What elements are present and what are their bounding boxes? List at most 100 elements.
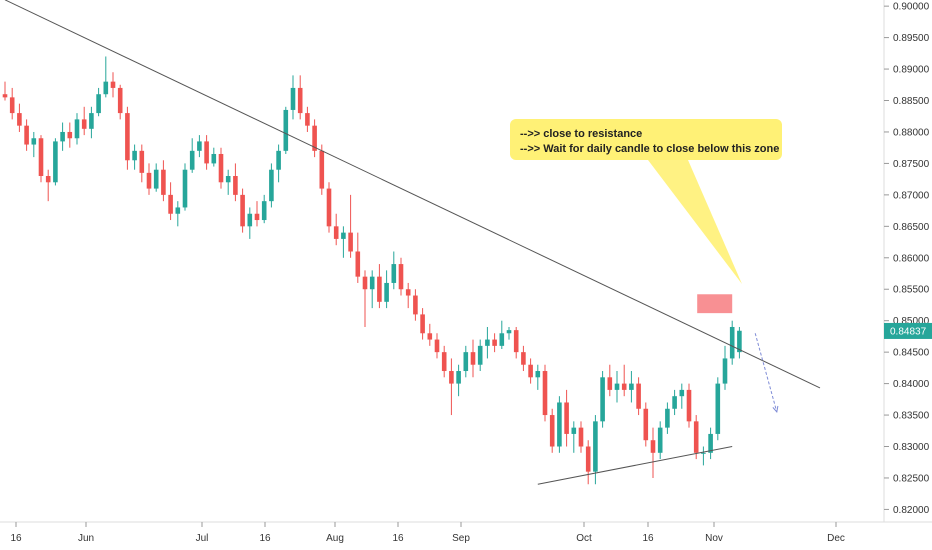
candle-body [679, 389, 685, 397]
candle-body [67, 131, 73, 139]
price-tick-label: 0.82500 [893, 473, 930, 484]
candle-body [211, 153, 217, 164]
candle-body [2, 94, 8, 98]
candle-body [557, 402, 562, 447]
price-tick-label: 0.86000 [893, 253, 930, 264]
support-trendline[interactable] [537, 446, 733, 485]
candle-body [578, 427, 584, 447]
time-tick-label: Nov [705, 533, 723, 544]
price-tick-label: 0.85000 [893, 316, 930, 327]
callout-pointer [648, 160, 742, 284]
resistance-zone[interactable] [697, 294, 733, 314]
candle-body [441, 352, 447, 372]
candle-body [269, 169, 274, 202]
candle-body [643, 408, 649, 441]
candle-body [312, 125, 317, 151]
candle-body [593, 421, 598, 472]
candle-body [305, 113, 310, 126]
candle-body [377, 276, 382, 302]
candles-layer [2, 56, 742, 485]
candle-body [276, 150, 281, 170]
candle-body [629, 383, 634, 390]
candle-body [240, 194, 245, 227]
time-tick-label: 16 [10, 533, 22, 544]
candle-body [9, 97, 15, 114]
price-tick-label: 0.87500 [893, 159, 930, 170]
candle-body [153, 169, 159, 189]
last-price-bg [884, 322, 932, 339]
candle-body [103, 81, 109, 95]
time-tick-label: Jul [196, 533, 209, 544]
candle-body [225, 176, 231, 183]
candle-body [348, 232, 353, 252]
candle-body [197, 141, 202, 151]
candle-body [470, 352, 476, 365]
candle-body [24, 125, 29, 145]
time-tick-label: Oct [576, 533, 592, 544]
candle-body [81, 119, 87, 129]
price-tick-label: 0.84000 [893, 379, 930, 390]
candle-body [737, 330, 742, 353]
price-tick-label: 0.82000 [893, 505, 930, 516]
candle-body [398, 264, 404, 290]
last-price-label: 0.84837 [890, 326, 927, 337]
candle-body [499, 333, 505, 346]
candle-body [355, 251, 361, 277]
time-axis-bg [0, 522, 932, 550]
candle-body [60, 131, 65, 142]
candle-body [542, 371, 548, 416]
annotation-line-1: -->> close to resistance [520, 128, 642, 140]
candle-body [233, 176, 238, 195]
candle-body [254, 213, 260, 221]
price-axis[interactable]: 0.82000 0.82500 0.83000 0.83500 0.84000 0.845… [883, 0, 930, 522]
candle-body [413, 295, 418, 315]
price-tick-label: 0.88500 [893, 96, 930, 107]
time-tick-label: 16 [392, 533, 404, 544]
candle-body [535, 371, 541, 378]
candle-body [434, 339, 440, 353]
candle-body [182, 169, 188, 208]
candle-body [463, 352, 469, 372]
price-tick-label: 0.88000 [893, 127, 930, 138]
candle-body [290, 87, 296, 110]
candle-body [319, 150, 325, 189]
candle-body [341, 232, 346, 239]
candle-body [585, 446, 591, 472]
candle-body [513, 330, 519, 353]
candle-body [650, 440, 656, 453]
price-tick-label: 0.90000 [893, 2, 930, 13]
projection-arrow[interactable] [754, 333, 778, 413]
candle-body [549, 415, 555, 447]
candle-body [146, 172, 152, 189]
candle-body [125, 113, 130, 161]
candle-body [405, 289, 411, 296]
candle-body [456, 371, 461, 384]
candle-body [636, 383, 641, 409]
time-tick-label: Sep [452, 533, 470, 544]
candle-body [729, 326, 735, 359]
candle-body [528, 364, 533, 378]
candle-body [89, 113, 94, 129]
candle-body [168, 194, 173, 214]
candle-body [175, 207, 181, 214]
price-tick-label: 0.84500 [893, 348, 930, 359]
candle-body [31, 138, 37, 145]
time-axis[interactable]: 16 Jun Jul 16 Aug 16 Sep Oct 16 Nov Dec [0, 521, 932, 550]
candle-body [17, 113, 22, 126]
candle-body [117, 87, 123, 114]
time-tick-label: Dec [827, 533, 845, 544]
price-tick-label: 0.83500 [893, 411, 930, 422]
candle-body [715, 383, 721, 434]
callout-box [510, 119, 782, 160]
resistance-trendline[interactable] [4, 0, 821, 389]
price-tick-label: 0.85500 [893, 285, 930, 296]
candle-body [564, 402, 569, 434]
candle-body [722, 358, 728, 384]
candle-body [614, 383, 620, 390]
candle-body [261, 201, 267, 221]
annotation-callout[interactable]: -->> close to resistance -->> Wait for d… [510, 119, 782, 284]
candle-body [161, 169, 166, 195]
price-tick-label: 0.89000 [893, 65, 930, 76]
last-price-tag: 0.84837 [884, 322, 932, 339]
